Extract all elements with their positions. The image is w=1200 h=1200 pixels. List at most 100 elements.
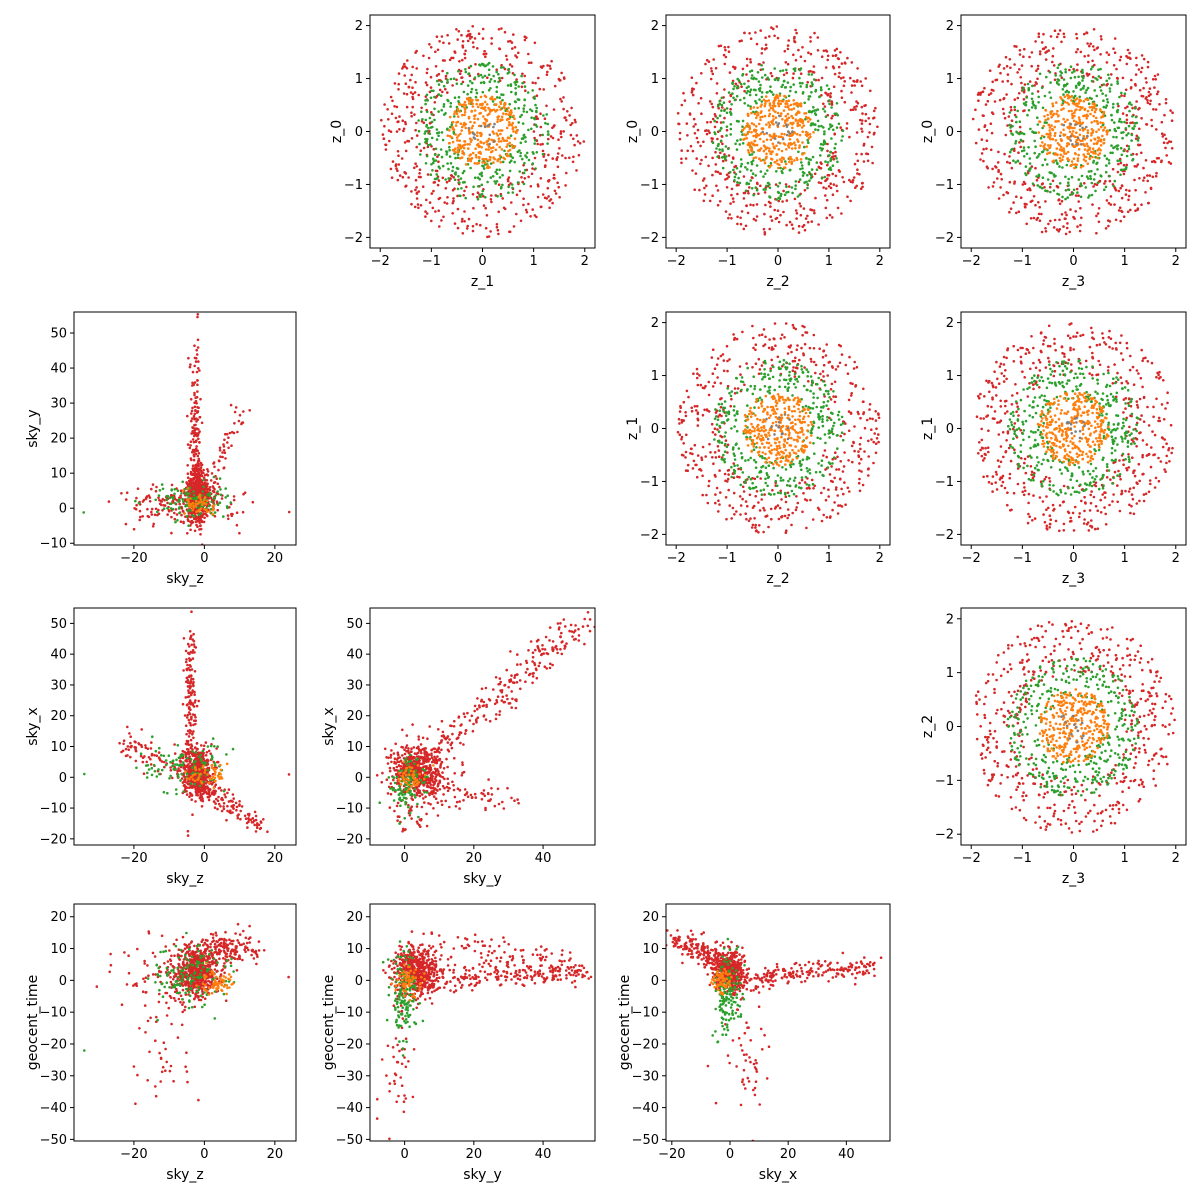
data-point	[1093, 102, 1096, 106]
data-point	[723, 88, 726, 91]
data-point	[774, 121, 778, 124]
data-point	[1040, 230, 1044, 234]
data-point	[805, 85, 808, 89]
data-point	[1027, 88, 1030, 92]
data-point	[810, 431, 813, 435]
data-point	[785, 71, 789, 75]
data-point	[1026, 188, 1029, 191]
data-point	[791, 425, 795, 428]
data-point	[1146, 101, 1150, 105]
data-point	[700, 458, 704, 462]
data-point	[1127, 145, 1131, 148]
data-point	[1033, 151, 1036, 155]
data-point	[846, 486, 850, 490]
data-point	[784, 495, 788, 499]
data-point	[424, 81, 428, 84]
data-point	[496, 118, 500, 121]
data-point	[521, 81, 524, 85]
data-point	[764, 394, 768, 398]
data-point	[445, 202, 449, 205]
data-point	[777, 464, 781, 467]
data-point	[796, 501, 800, 505]
data-point	[500, 76, 504, 80]
data-point	[755, 398, 759, 401]
data-point	[787, 413, 790, 417]
y-tick-label: 2	[355, 19, 363, 34]
data-point	[461, 46, 465, 49]
data-point	[1116, 110, 1119, 114]
data-point	[1127, 198, 1130, 202]
data-point	[470, 35, 474, 39]
data-point	[1148, 102, 1152, 106]
data-point	[754, 529, 758, 533]
data-point	[430, 192, 434, 195]
data-point	[765, 458, 768, 461]
data-point	[762, 140, 765, 143]
data-point	[784, 61, 788, 64]
data-point	[732, 452, 736, 456]
data-point	[769, 369, 772, 373]
data-point	[468, 32, 472, 36]
data-point	[859, 416, 862, 420]
data-point	[752, 217, 756, 221]
data-point	[1164, 98, 1168, 101]
data-point	[828, 416, 831, 420]
data-point	[815, 161, 819, 164]
data-point	[762, 149, 766, 153]
data-point	[823, 105, 827, 108]
data-point	[999, 186, 1002, 189]
data-point	[782, 124, 786, 128]
data-point	[829, 150, 832, 154]
data-point	[762, 61, 765, 64]
data-point	[466, 143, 470, 146]
data-point	[1080, 216, 1083, 220]
data-point	[985, 129, 989, 132]
data-point	[777, 135, 781, 138]
data-point	[1018, 162, 1022, 165]
data-point	[777, 122, 781, 125]
data-point	[1076, 63, 1079, 66]
data-point	[700, 72, 703, 75]
data-point	[779, 166, 782, 170]
data-point	[772, 365, 775, 369]
data-point	[787, 494, 791, 498]
data-point	[774, 420, 778, 424]
data-point	[819, 181, 823, 185]
data-point	[464, 126, 468, 130]
data-point	[786, 44, 790, 47]
data-point	[772, 394, 775, 398]
data-point	[786, 81, 790, 84]
data-point	[1020, 149, 1024, 153]
data-point	[730, 397, 733, 401]
data-point	[1008, 58, 1012, 61]
data-point	[742, 197, 746, 200]
data-point	[452, 130, 456, 134]
data-point	[869, 89, 872, 93]
data-point	[380, 118, 383, 122]
data-point	[1028, 157, 1032, 160]
data-point	[557, 138, 560, 141]
data-point	[846, 195, 849, 198]
data-point	[543, 117, 547, 120]
data-point	[711, 156, 714, 160]
data-point	[1099, 67, 1102, 71]
data-point	[1030, 64, 1033, 68]
data-point	[739, 373, 742, 376]
data-point	[676, 430, 680, 434]
data-point	[1030, 165, 1034, 168]
data-point	[486, 164, 490, 167]
data-point	[760, 110, 763, 113]
data-point	[455, 112, 459, 115]
data-point	[980, 152, 984, 155]
data-point	[509, 83, 513, 86]
data-point	[803, 171, 806, 175]
data-point	[726, 369, 729, 373]
data-point	[822, 513, 825, 517]
data-point	[1075, 138, 1078, 142]
data-point	[747, 458, 750, 462]
data-point	[425, 93, 429, 97]
data-point	[553, 189, 557, 193]
data-point	[808, 346, 812, 350]
data-point	[1053, 125, 1056, 129]
data-point	[1060, 76, 1064, 79]
